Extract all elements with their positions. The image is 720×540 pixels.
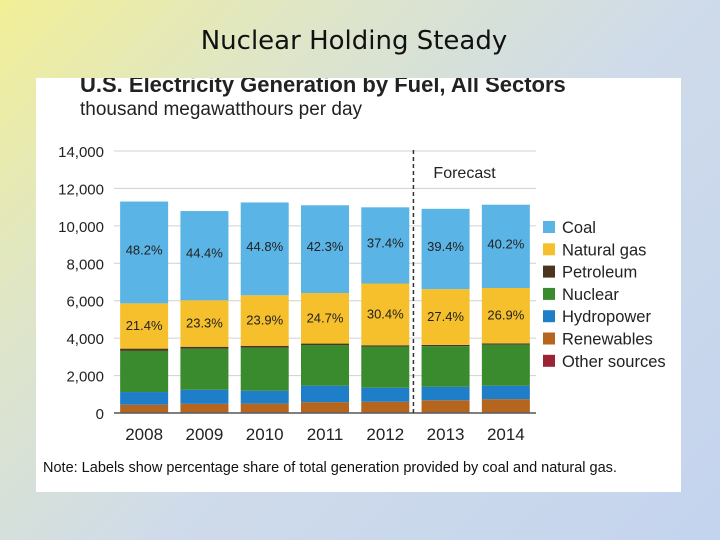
y-tick-label: 10,000 xyxy=(58,219,104,236)
bar-segment-coal xyxy=(421,208,470,290)
bar-segment-petroleum xyxy=(481,343,530,345)
bar-segment-hydropower xyxy=(481,385,530,400)
bar-segment-coal xyxy=(240,202,289,296)
bar-segment-natural-gas xyxy=(120,303,169,349)
bar-segment-renewables xyxy=(240,403,289,413)
bar-data-label: 37.4% xyxy=(367,235,404,250)
y-tick-label: 6,000 xyxy=(66,294,104,311)
y-tick-label: 0 xyxy=(96,406,104,423)
bar-segment-petroleum xyxy=(120,348,169,351)
bar-segment-nuclear xyxy=(301,345,349,386)
bar-segment-renewables xyxy=(180,403,229,413)
bar-data-label: 48.2% xyxy=(126,242,163,257)
legend-swatch xyxy=(543,221,555,233)
bar-segment-natural-gas xyxy=(240,295,289,346)
bar-segment-hydropower xyxy=(361,387,410,402)
bar-segment-renewables xyxy=(361,401,410,413)
bar-segment-petroleum xyxy=(180,346,229,349)
bar-data-label: 39.4% xyxy=(427,239,464,254)
bar-segment-natural-gas xyxy=(361,283,410,346)
y-tick-label: 2,000 xyxy=(66,369,104,386)
bar-data-label: 44.8% xyxy=(246,239,283,254)
x-tick-label: 2009 xyxy=(186,425,224,444)
y-tick-label: 8,000 xyxy=(66,256,104,273)
x-tick-label: 2013 xyxy=(427,425,465,444)
bar-segment-hydropower xyxy=(180,389,229,404)
bar-segment-natural-gas xyxy=(421,289,470,345)
bar-segment-hydropower xyxy=(120,392,169,405)
bar-segment-hydropower xyxy=(421,386,470,401)
bar-segment-natural-gas xyxy=(180,300,229,347)
bar-segment-renewables xyxy=(481,399,530,413)
bar-segment-coal xyxy=(180,211,229,301)
bar-segment-nuclear xyxy=(481,344,530,386)
bar-data-label: 26.9% xyxy=(487,308,524,323)
bar-segment-petroleum xyxy=(240,345,289,348)
bar-segment-petroleum xyxy=(301,343,349,346)
legend-swatch xyxy=(543,265,555,278)
bar-data-label: 24.7% xyxy=(307,310,344,325)
legend-label: Coal xyxy=(562,219,596,237)
bar-segment-nuclear xyxy=(180,348,229,390)
chart-subtitle: thousand megawatthours per day xyxy=(80,99,363,120)
y-tick-label: 12,000 xyxy=(58,181,104,198)
bar-segment-nuclear xyxy=(361,346,410,388)
bar-segment-coal xyxy=(361,207,410,284)
legend-label: Renewables xyxy=(562,331,653,349)
bar-segment-nuclear xyxy=(240,347,289,391)
bar-data-label: 42.3% xyxy=(307,239,344,254)
bar-data-label: 23.9% xyxy=(246,313,283,328)
legend-swatch xyxy=(543,354,555,367)
bar-segment-renewables xyxy=(421,400,470,413)
legend-swatch xyxy=(543,287,555,300)
bar-segment-coal xyxy=(301,205,349,294)
bar-data-label: 23.3% xyxy=(186,316,223,331)
bar-data-label: 27.4% xyxy=(427,309,464,324)
bar-segment-renewables xyxy=(301,402,349,413)
chart-panel: U.S. Electricity Generation by Fuel, All… xyxy=(36,78,681,492)
bar-segment-nuclear xyxy=(421,346,470,387)
bar-segment-petroleum xyxy=(421,344,470,347)
bar-data-label: 30.4% xyxy=(367,306,404,321)
x-tick-label: 2010 xyxy=(246,425,284,444)
legend-label: Other sources xyxy=(562,353,666,371)
chart-note: Note: Labels show percentage share of to… xyxy=(43,460,617,476)
bar-segment-hydropower xyxy=(301,385,349,403)
bar-segment-natural-gas xyxy=(301,293,349,344)
x-tick-label: 2011 xyxy=(307,425,344,444)
bar-segment-petroleum xyxy=(361,345,410,347)
bar-segment-hydropower xyxy=(240,390,289,404)
bar-segment-coal xyxy=(120,201,169,304)
bar-segment-natural-gas xyxy=(481,287,530,344)
legend-swatch xyxy=(543,310,555,323)
legend-swatch xyxy=(543,332,555,345)
legend-swatch xyxy=(543,243,555,256)
legend-label: Nuclear xyxy=(562,286,619,304)
bar-data-label: 40.2% xyxy=(487,236,524,251)
legend-label: Petroleum xyxy=(562,264,637,282)
x-tick-label: 2012 xyxy=(366,425,404,444)
bar-segment-coal xyxy=(481,204,530,288)
bar-data-label: 21.4% xyxy=(126,318,163,333)
stacked-bar-chart: 0 2,000 4,000 6,000 8,000 10,000 12,000 14,000 4… xyxy=(58,144,666,444)
legend-label: Hydropower xyxy=(562,308,651,326)
forecast-label: Forecast xyxy=(433,165,496,182)
x-tick-label: 2014 xyxy=(487,425,525,444)
bar-data-label: 44.4% xyxy=(186,246,223,261)
y-tick-label: 14,000 xyxy=(58,144,104,161)
y-tick-label: 4,000 xyxy=(66,331,104,348)
slide-title: Nuclear Holding Steady xyxy=(200,26,508,56)
bar-segment-renewables xyxy=(120,404,169,413)
chart-title: U.S. Electricity Generation by Fuel, All… xyxy=(80,78,566,97)
x-tick-label: 2008 xyxy=(125,425,163,444)
legend-label: Natural gas xyxy=(562,241,646,259)
bar-segment-nuclear xyxy=(120,350,169,393)
